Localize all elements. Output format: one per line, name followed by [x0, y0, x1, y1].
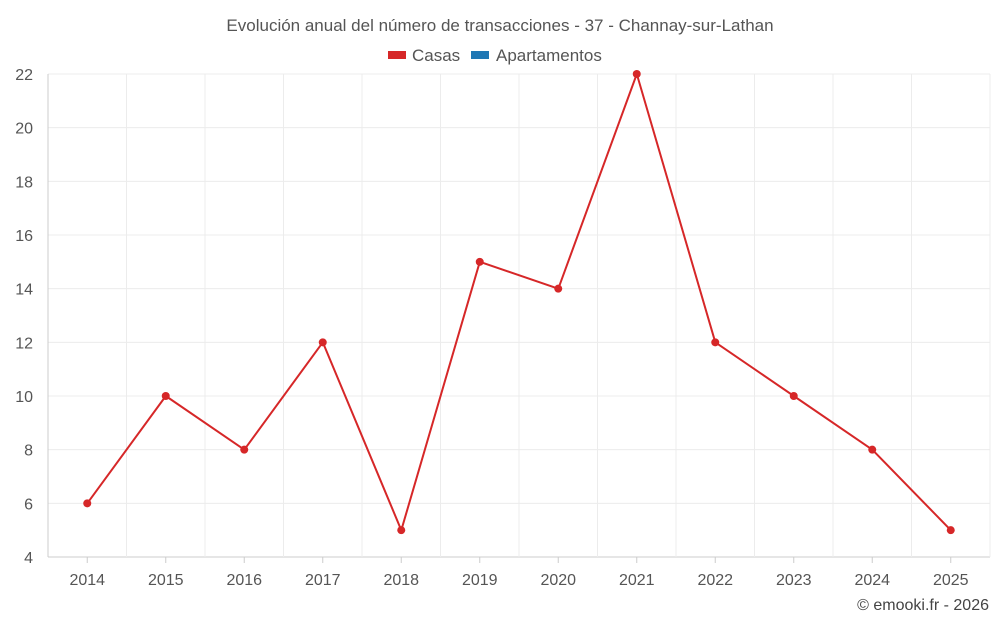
chart-title: Evolución anual del número de transaccio… — [226, 16, 773, 35]
legend-label-apartamentos: Apartamentos — [496, 46, 602, 65]
legend-label-casas: Casas — [412, 46, 460, 65]
x-tick-label: 2021 — [619, 572, 655, 589]
x-tick-label: 2017 — [305, 572, 341, 589]
data-point[interactable] — [868, 445, 877, 454]
legend-swatch-apartamentos — [471, 51, 489, 59]
legend-swatch-casas — [388, 51, 406, 59]
data-point[interactable] — [475, 257, 484, 266]
data-point[interactable] — [240, 445, 249, 454]
x-tick-label: 2020 — [540, 572, 576, 589]
y-tick-label: 16 — [15, 228, 33, 245]
data-point[interactable] — [554, 284, 563, 293]
y-tick-label: 22 — [15, 67, 33, 84]
legend-item-casas[interactable]: Casas — [388, 46, 460, 65]
credit-text: © emooki.fr - 2026 — [857, 597, 989, 614]
x-tick-label: 2019 — [462, 572, 498, 589]
data-point[interactable] — [397, 526, 406, 535]
series-layer — [83, 70, 955, 535]
data-point[interactable] — [711, 338, 720, 347]
y-tick-label: 20 — [15, 121, 33, 138]
data-point[interactable] — [789, 392, 798, 400]
legend-item-apartamentos[interactable]: Apartamentos — [471, 46, 602, 65]
y-tick-label: 14 — [15, 282, 33, 299]
x-tick-label: 2014 — [69, 572, 105, 589]
x-tick-label: 2022 — [697, 572, 733, 589]
y-tick-label: 12 — [15, 335, 33, 352]
y-tick-label: 4 — [24, 550, 33, 567]
y-tick-label: 6 — [24, 496, 33, 513]
data-point[interactable] — [946, 526, 955, 535]
y-tick-label: 8 — [24, 443, 33, 460]
x-tick-label: 2024 — [854, 572, 890, 589]
y-tick-label: 10 — [15, 389, 33, 406]
x-tick-label: 2015 — [148, 572, 184, 589]
legend: Casas Apartamentos — [388, 46, 602, 65]
data-point[interactable] — [83, 499, 92, 508]
x-tick-label: 2018 — [383, 572, 419, 589]
data-point[interactable] — [632, 70, 641, 78]
x-tick-label: 2023 — [776, 572, 812, 589]
data-point[interactable] — [161, 392, 170, 400]
y-tick-label: 18 — [15, 174, 33, 191]
data-point[interactable] — [318, 338, 327, 347]
grid — [47, 73, 991, 558]
x-tick-label: 2025 — [933, 572, 969, 589]
x-axis-ticks: 2014 2015 2016 2017 2018 2019 2020 2021 2022 2023… — [69, 557, 969, 589]
series-line-casas — [86, 73, 952, 532]
x-tick-label: 2016 — [226, 572, 262, 589]
y-axis-ticks: 4 6 8 10 12 14 16 18 20 22 — [15, 67, 33, 567]
